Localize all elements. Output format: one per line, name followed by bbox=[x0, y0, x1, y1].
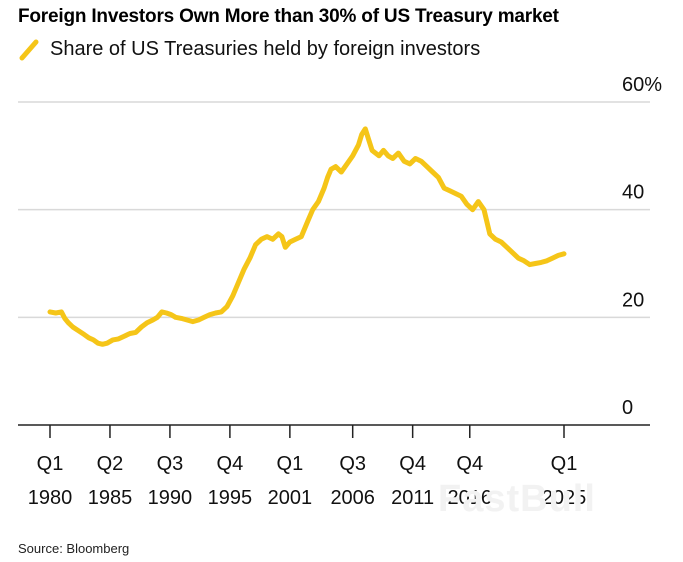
x-axis: Q1 1980 Q2 1985 Q3 1990 Q4 1995 Q1 2001 Q3 2006 Q4 20… bbox=[18, 424, 650, 509]
x-tick-quarter-label: Q1 bbox=[277, 453, 304, 475]
x-tick-quarter-label: Q4 bbox=[399, 453, 426, 475]
y-tick-label: 0 bbox=[622, 397, 633, 419]
legend-swatch-icon bbox=[19, 39, 39, 60]
grid-lines bbox=[18, 101, 650, 319]
y-tick-label: 60% bbox=[622, 74, 662, 96]
x-tick-quarter-label: Q3 bbox=[157, 453, 184, 475]
x-tick-year-label: 1980 bbox=[28, 487, 73, 509]
x-tick-quarter-label: Q4 bbox=[217, 453, 244, 475]
y-tick-label: 40 bbox=[622, 182, 644, 204]
x-tick-quarter-label: Q2 bbox=[97, 453, 124, 475]
chart-legend: Share of US Treasuries held by foreign i… bbox=[18, 38, 480, 61]
x-tick-year-label: 2001 bbox=[268, 487, 313, 509]
y-tick-label: 20 bbox=[622, 289, 644, 311]
x-tick-year-label: 1985 bbox=[88, 487, 133, 509]
source-note: Source: Bloomberg bbox=[18, 541, 130, 556]
legend-label: Share of US Treasuries held by foreign i… bbox=[50, 38, 481, 60]
x-tick-quarter-label: Q3 bbox=[339, 453, 366, 475]
chart-title: Foreign Investors Own More than 30% of U… bbox=[18, 6, 559, 27]
x-tick-year-label: 2016 bbox=[448, 487, 493, 509]
series-group bbox=[47, 126, 567, 347]
x-tick-year-label: 2006 bbox=[330, 487, 375, 509]
x-tick-year-label: 1990 bbox=[148, 487, 193, 509]
x-tick-year-label: 2011 bbox=[391, 487, 434, 509]
series-line-foreign-holdings bbox=[47, 126, 567, 347]
x-tick-quarter-label: Q1 bbox=[551, 453, 578, 475]
x-tick-year-label: 1995 bbox=[208, 487, 253, 509]
x-tick-quarter-label: Q1 bbox=[37, 453, 64, 475]
y-axis: 0 20 40 60% bbox=[622, 74, 662, 419]
x-tick-year-label: 2025 bbox=[542, 487, 587, 509]
x-tick-quarter-label: Q4 bbox=[456, 453, 483, 475]
